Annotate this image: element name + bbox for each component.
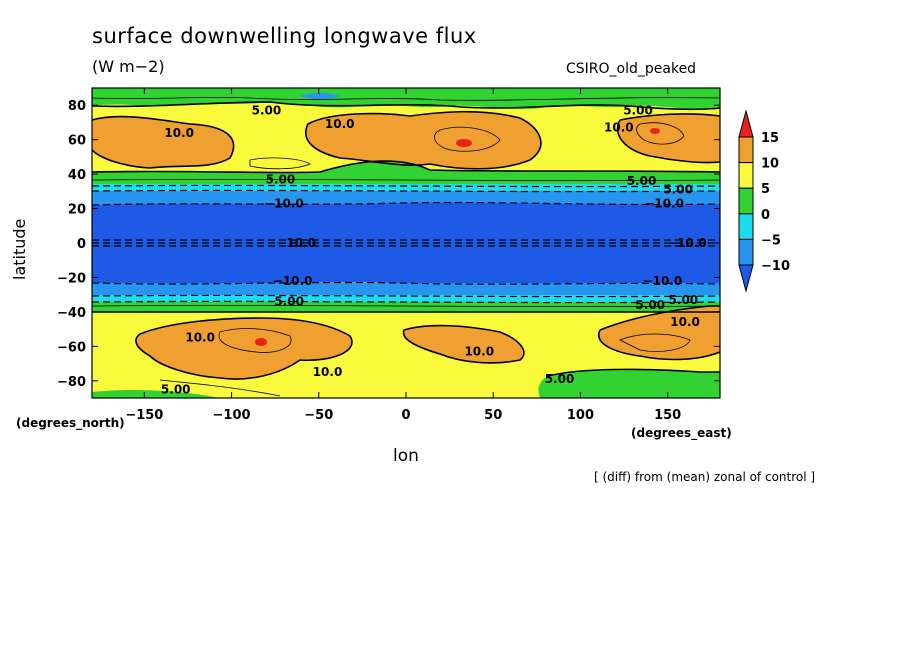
colorbar: 15 10 5 0 −5 −10 [738,109,790,293]
model-name: CSIRO_old_peaked [566,61,697,77]
y-tick-label: −80 [57,375,86,390]
contour-label: 5.00 [274,295,304,309]
inner-contours [92,97,720,397]
contour-label: 5.00 [266,172,296,186]
contour-label: −10.0 [273,274,313,288]
contour-label: −10.0 [276,236,316,250]
x-tick-label: 150 [654,408,681,423]
colorbar-label: −5 [761,233,781,248]
y-tick-label: −60 [57,340,86,355]
x-tick-label: 0 [401,408,410,423]
y-tick-label: 0 [77,237,86,252]
orange-blob-nw [92,116,234,168]
x-tick-label: −50 [304,408,333,423]
colorbar-segment [738,187,754,215]
green-patch-sw-corner [92,390,220,398]
colorbar-top-triangle [738,109,754,138]
y-tick-label: 60 [68,134,86,149]
band-north-cyan [92,184,720,192]
y-tick-label: 40 [68,168,86,183]
contour-label: 10.0 [325,117,355,131]
small-blue-patch-north [300,93,340,99]
positive-contours [92,101,720,380]
orange-blob-sw [135,318,352,380]
colorbar-segment [738,213,754,240]
y-axis-units: (degrees_north) [16,416,125,430]
red-spot-north [456,139,472,147]
contour-label: 5.00 [627,174,657,188]
x-tick-label: 50 [484,408,502,423]
chart-note: [ (diff) from (mean) zonal of control ] [594,470,816,484]
x-tick-label: −100 [213,408,251,423]
x-axis-label: lon [393,446,419,466]
colorbar-label: 10 [761,157,779,172]
colorbar-label: −10 [761,259,790,274]
y-tick-label: 80 [68,99,86,114]
x-tick-label: 100 [567,408,594,423]
orange-blob-n-center [305,111,541,169]
y-tick-label: −40 [57,306,86,321]
chart-units: (W m−2) [92,57,165,76]
band-south-green [92,302,720,312]
contour-label: 5.00 [635,298,665,312]
colorbar-segment [738,136,754,164]
negative-contours [92,184,720,304]
x-axis-ticks: −150 −100 −50 0 50 100 150 [125,88,681,423]
y-axis-ticks: 80 60 40 20 0 −20 −40 −60 −80 [57,99,720,390]
orange-blob-ne [617,113,720,163]
colorbar-label: 5 [761,182,770,197]
contour-label: 5.00 [669,293,699,307]
y-tick-label: 20 [68,203,86,218]
contour-label: 10.0 [313,365,343,379]
red-spot-ne [650,128,660,134]
green-patch-south-polar [538,369,720,398]
colorbar-label: 0 [761,208,770,223]
x-axis-units: (degrees_east) [631,426,732,440]
y-tick-label: −20 [57,271,86,286]
band-south-cyan [92,295,720,303]
orange-blob-se [598,306,720,360]
contour-label: 10.0 [185,331,215,345]
contour-label: −10.0 [643,274,683,288]
contour-label: 10.0 [604,121,634,135]
contour-label: 5.00 [161,382,191,396]
contour-label: 5.00 [663,183,693,197]
x-tick-label: −150 [125,408,163,423]
colorbar-bottom-triangle [738,264,754,293]
contour-label: 10.0 [164,126,194,140]
band-north-lightblue [92,191,720,205]
orange-blob-s-center [403,325,524,363]
contour-label: 10.0 [464,345,494,359]
colorbar-label: 15 [761,131,779,146]
contour-label: −10.0 [264,196,304,210]
colorbar-segment [738,162,754,189]
red-spot-south [255,338,267,346]
contour-label: 10.0 [670,315,700,329]
band-south-lightblue [92,283,720,296]
contour-label: −10.0 [667,236,707,250]
contour-label: 5.00 [623,103,653,117]
contour-label: 5.00 [545,372,575,386]
contour-label: 5.00 [252,103,282,117]
chart-title: surface downwelling longwave flux [92,24,477,48]
contour-label: −10.0 [644,196,684,210]
colorbar-segment [738,238,754,266]
